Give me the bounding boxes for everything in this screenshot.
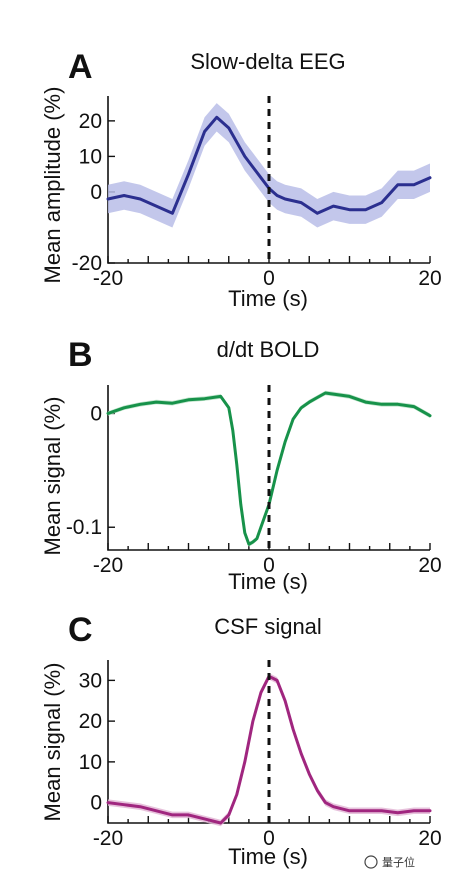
x-tick-label-b: -20 <box>93 554 123 577</box>
y-tick-label-a: 10 <box>79 145 102 168</box>
x-tick-label-c: -20 <box>93 827 123 850</box>
panel-b: B d/dt BOLD Mean signal (%) Time (s) 0 -0… <box>40 336 442 594</box>
y-tick-label-c: 0 <box>90 792 102 815</box>
watermark: 量子位 <box>364 855 415 869</box>
x-tick-label-c: 0 <box>263 827 275 850</box>
y-tick-label-c: 10 <box>79 751 102 774</box>
y-axis-label-b: Mean signal (%) <box>40 397 65 556</box>
y-tick-label-b: -0.1 <box>66 516 102 539</box>
x-tick-label-b: 0 <box>263 554 275 577</box>
x-axis-label-a: Time (s) <box>228 286 308 311</box>
y-tick-label-c: 30 <box>79 669 102 692</box>
confidence-band-c <box>108 673 430 827</box>
y-axis-label-a: Mean amplitude (%) <box>40 87 65 284</box>
x-tick-label-a: 0 <box>263 267 275 290</box>
panel-c: C CSF signal Mean signal (%) Time (s) 30… <box>40 611 442 869</box>
series-line-a <box>106 115 432 215</box>
panel-a: A Slow-delta EEG Mean amplitude (%) Time… <box>40 48 442 311</box>
x-tick-label-b: 20 <box>418 554 441 577</box>
y-tick-label-a: 0 <box>90 181 102 204</box>
x-tick-label-c: 20 <box>418 827 441 850</box>
x-axis-label-c: Time (s) <box>228 844 308 869</box>
x-tick-label-a: 20 <box>418 267 441 290</box>
y-axis-label-c: Mean signal (%) <box>40 663 65 822</box>
x-axis-label-b: Time (s) <box>228 569 308 594</box>
plot-area-c: 30 20 10 0 -20 0 20 <box>79 660 442 850</box>
watermark-text: 量子位 <box>382 855 415 869</box>
x-tick-label-a: -20 <box>93 267 123 290</box>
watermark-icon <box>364 855 378 869</box>
y-tick-label-b: 0 <box>90 402 102 425</box>
panel-title-c: CSF signal <box>214 614 322 639</box>
panel-letter-c: C <box>68 611 93 649</box>
plot-area-a: 20 10 0 -20-20 0 20 <box>72 96 442 290</box>
series-line-b <box>106 391 432 546</box>
panel-title-a: Slow-delta EEG <box>190 49 345 74</box>
panel-title-b: d/dt BOLD <box>217 337 320 362</box>
confidence-band-a <box>108 103 430 228</box>
plot-area-b: 0 -0.1 -20 0 20 <box>66 385 442 577</box>
y-tick-label-a: -20 <box>72 252 102 275</box>
y-tick-label-a: 20 <box>79 110 102 133</box>
series-line-c <box>106 674 432 825</box>
y-tick-label-c: 20 <box>79 710 102 733</box>
confidence-band-b <box>108 390 430 547</box>
panel-letter-a: A <box>68 48 93 86</box>
panel-letter-b: B <box>68 336 93 374</box>
